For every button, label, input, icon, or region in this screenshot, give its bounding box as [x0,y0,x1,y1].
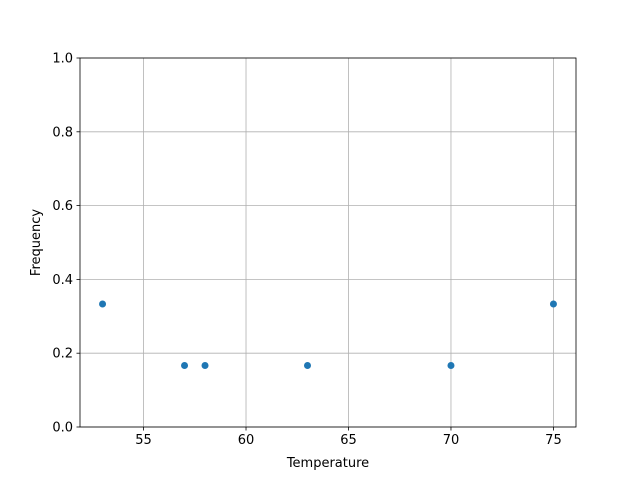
y-tick-label: 0.6 [52,199,73,214]
grid [80,57,576,428]
axes-frame [79,57,577,428]
y-tick-label: 0.2 [52,347,73,362]
x-axis-label: Temperature [286,456,369,471]
y-tick-label: 0.4 [52,273,73,288]
y-tick-label: 0.0 [52,421,73,436]
ticks: 55 60 65 70 75 0.0 0.2 0.4 0.6 0.8 1.0 [52,52,561,449]
y-tick-label: 0.8 [52,125,73,140]
data-point [549,300,557,308]
x-tick-label: 60 [238,433,255,448]
data-point [201,361,209,369]
y-tick-label: 1.0 [52,52,73,67]
x-tick-label: 70 [443,433,460,448]
data-point [304,361,312,369]
x-tick-label: 65 [340,433,357,448]
data-point [447,361,455,369]
x-tick-label: 55 [135,433,152,448]
x-tick-label: 75 [545,433,562,448]
data-point [99,300,107,308]
y-axis-label: Frequency [29,209,44,276]
data-points [99,300,557,369]
data-point [181,361,189,369]
